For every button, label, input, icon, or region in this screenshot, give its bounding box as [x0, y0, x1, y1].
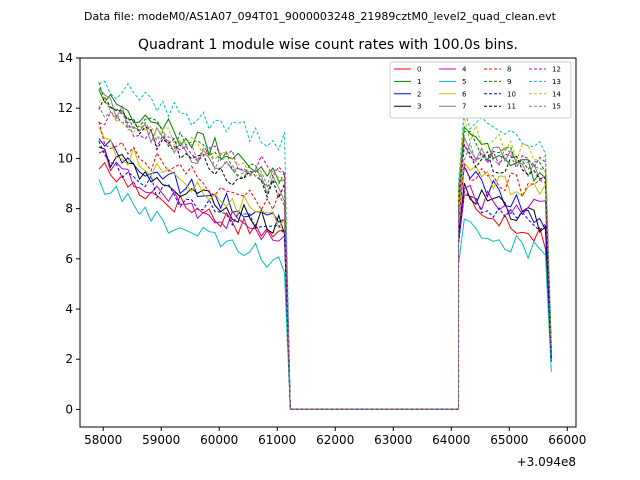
- legend-label-11: 11: [507, 103, 516, 111]
- series-line-11: [98, 95, 552, 410]
- x-tick-label: 64000: [432, 433, 470, 447]
- series-line-14: [98, 95, 552, 410]
- chart-suptitle: Data file: modeM0/AS1A07_094T01_90000032…: [84, 10, 557, 23]
- x-tick-label: 62000: [316, 433, 354, 447]
- x-tick-label: 63000: [374, 433, 412, 447]
- x-tick-label: 66000: [548, 433, 586, 447]
- x-tick-label: 59000: [142, 433, 180, 447]
- legend-label-6: 6: [462, 90, 467, 98]
- series-line-6: [98, 127, 552, 410]
- y-tick-label: 12: [58, 101, 73, 115]
- y-tick-label: 4: [65, 302, 73, 316]
- legend-label-4: 4: [462, 66, 467, 74]
- x-tick-label: 61000: [258, 433, 296, 447]
- legend-label-12: 12: [552, 66, 561, 74]
- series-line-5: [98, 178, 552, 410]
- y-tick-label: 8: [65, 202, 73, 216]
- series-line-3: [98, 146, 552, 410]
- x-tick-label: 58000: [84, 433, 122, 447]
- y-tick-label: 6: [65, 252, 73, 266]
- legend-label-5: 5: [462, 78, 466, 86]
- y-tick-label: 14: [58, 51, 73, 65]
- series-line-4: [98, 150, 552, 410]
- legend-label-9: 9: [507, 78, 511, 86]
- legend-label-8: 8: [507, 66, 511, 74]
- y-tick-label: 2: [65, 352, 73, 366]
- legend-label-7: 7: [462, 103, 466, 111]
- plot-frame: [79, 57, 577, 428]
- legend-label-0: 0: [417, 66, 421, 74]
- legend-label-10: 10: [507, 90, 516, 98]
- legend-label-1: 1: [417, 78, 421, 86]
- legend-box: [389, 61, 572, 119]
- y-tick-label: 0: [65, 402, 73, 416]
- legend-label-2: 2: [417, 90, 421, 98]
- x-offset-label: +3.094e8: [517, 455, 576, 469]
- y-tick-label: 10: [58, 151, 73, 165]
- x-tick-label: 60000: [200, 433, 238, 447]
- series-line-2: [98, 138, 552, 410]
- series-line-15: [98, 105, 552, 410]
- series-line-13: [98, 80, 552, 410]
- x-tick-label: 65000: [490, 433, 528, 447]
- legend-label-14: 14: [552, 90, 561, 98]
- series-line-12: [98, 111, 552, 410]
- legend-label-13: 13: [552, 78, 561, 86]
- chart-title: Quadrant 1 module wise count rates with …: [138, 37, 518, 53]
- series-layer: [98, 80, 552, 410]
- legend-label-15: 15: [552, 103, 561, 111]
- series-line-9: [98, 82, 552, 410]
- x-axis: 58000 59000 60000 61000 62000 63000 64000 65000…: [84, 427, 586, 447]
- y-axis: 0 2 4 6 8 10 12 14: [58, 51, 80, 416]
- legend-label-3: 3: [417, 103, 421, 111]
- series-line-8: [98, 121, 552, 410]
- series-line-10: [98, 140, 552, 410]
- series-line-7: [98, 87, 552, 410]
